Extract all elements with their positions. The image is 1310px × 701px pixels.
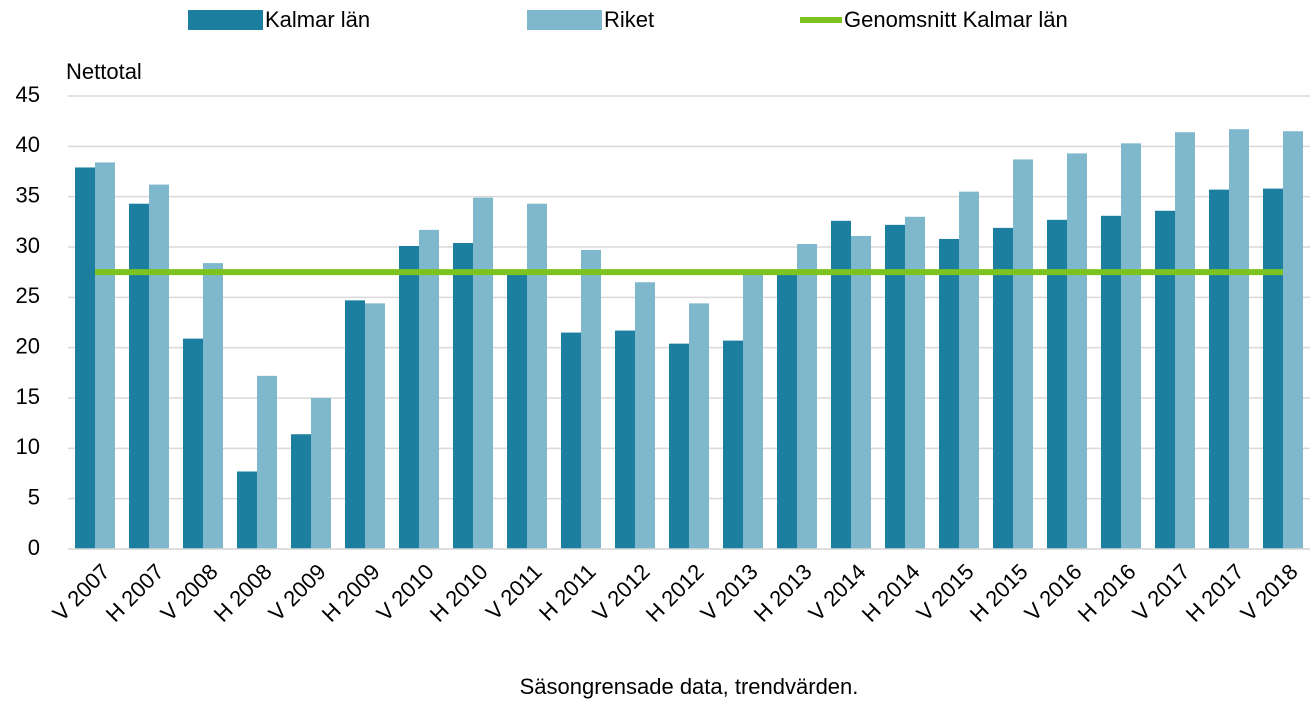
bar xyxy=(399,245,419,549)
x-tick-label: V 2013 xyxy=(696,559,763,626)
bar xyxy=(527,203,547,550)
bar xyxy=(1101,215,1121,549)
bar xyxy=(561,332,581,549)
y-tick-label: 30 xyxy=(16,233,40,258)
bar xyxy=(777,273,797,549)
x-tick-label: H 2011 xyxy=(534,559,601,626)
bar xyxy=(1155,210,1175,549)
bar xyxy=(959,191,979,549)
x-tick-label: V 2017 xyxy=(1128,559,1195,626)
bar xyxy=(885,224,905,549)
x-tick-label: V 2009 xyxy=(264,559,331,626)
bar xyxy=(1283,131,1303,549)
x-tick-label: H 2008 xyxy=(209,559,277,627)
bar xyxy=(993,227,1013,549)
bar xyxy=(149,184,169,549)
x-tick-label: V 2011 xyxy=(481,559,547,625)
x-tick-label: V 2008 xyxy=(156,559,223,626)
bar xyxy=(75,167,95,549)
bar xyxy=(831,220,851,549)
bar xyxy=(581,250,601,549)
x-tick-label: V 2010 xyxy=(372,559,439,626)
bar xyxy=(95,162,115,549)
legend-label: Genomsnitt Kalmar län xyxy=(844,7,1068,32)
bar xyxy=(453,242,473,549)
bar xyxy=(507,272,527,549)
x-tick-label: V 2014 xyxy=(804,559,871,626)
x-tick-label: V 2007 xyxy=(48,559,115,626)
bar xyxy=(419,229,439,550)
x-tick-label: V 2015 xyxy=(912,559,979,626)
bar xyxy=(689,303,709,549)
bar xyxy=(669,343,689,549)
x-tick-label: H 2015 xyxy=(965,559,1033,627)
bar xyxy=(345,300,365,549)
bar xyxy=(311,398,331,549)
x-tick-label: H 2017 xyxy=(1181,559,1249,627)
bar xyxy=(237,471,257,549)
y-tick-label: 10 xyxy=(16,434,40,459)
bar xyxy=(723,340,743,549)
bar xyxy=(1013,159,1033,550)
x-tick-label: H 2007 xyxy=(101,559,169,627)
y-tick-label: 5 xyxy=(28,484,40,509)
y-tick-label: 45 xyxy=(16,82,40,107)
x-tick-label: H 2014 xyxy=(857,559,925,627)
bar xyxy=(473,197,493,549)
y-tick-label: 25 xyxy=(16,283,40,308)
bar xyxy=(743,273,763,549)
x-tick-label: V 2016 xyxy=(1020,559,1087,626)
bar xyxy=(1263,188,1283,549)
bar xyxy=(129,203,149,550)
y-tick-label: 40 xyxy=(16,132,40,157)
bar xyxy=(257,375,277,549)
y-tick-label: 0 xyxy=(28,535,40,560)
bar xyxy=(1121,143,1141,549)
x-tick-label: H 2016 xyxy=(1073,559,1141,627)
legend-label: Riket xyxy=(604,7,654,32)
bar xyxy=(905,216,925,550)
x-tick-label: H 2013 xyxy=(749,559,817,627)
bar xyxy=(183,338,203,549)
x-tick-label: H 2009 xyxy=(317,559,385,627)
bar xyxy=(365,303,385,549)
y-tick-label: 15 xyxy=(16,384,40,409)
x-tick-label: V 2012 xyxy=(588,559,655,626)
bar xyxy=(1209,189,1229,549)
bar xyxy=(1047,219,1067,549)
bar xyxy=(291,434,311,549)
y-tick-label: 20 xyxy=(16,333,40,358)
x-tick-label: H 2010 xyxy=(425,559,493,627)
legend-swatch xyxy=(188,10,263,30)
bar xyxy=(939,238,959,550)
legend-label: Kalmar län xyxy=(265,7,370,32)
x-tick-label: H 2012 xyxy=(641,559,709,627)
bar xyxy=(1175,132,1195,550)
bar xyxy=(1067,153,1087,549)
bar xyxy=(615,330,635,549)
bar xyxy=(1229,129,1249,549)
bar xyxy=(851,235,871,549)
bar xyxy=(635,282,655,549)
y-tick-label: 35 xyxy=(16,182,40,207)
bar xyxy=(797,243,817,550)
x-tick-label: V 2018 xyxy=(1236,559,1303,626)
y-axis-label: Nettotal xyxy=(66,59,142,84)
x-axis-label: Säsongrensade data, trendvärden. xyxy=(520,674,859,699)
legend-swatch xyxy=(527,10,602,30)
bar xyxy=(203,263,223,549)
